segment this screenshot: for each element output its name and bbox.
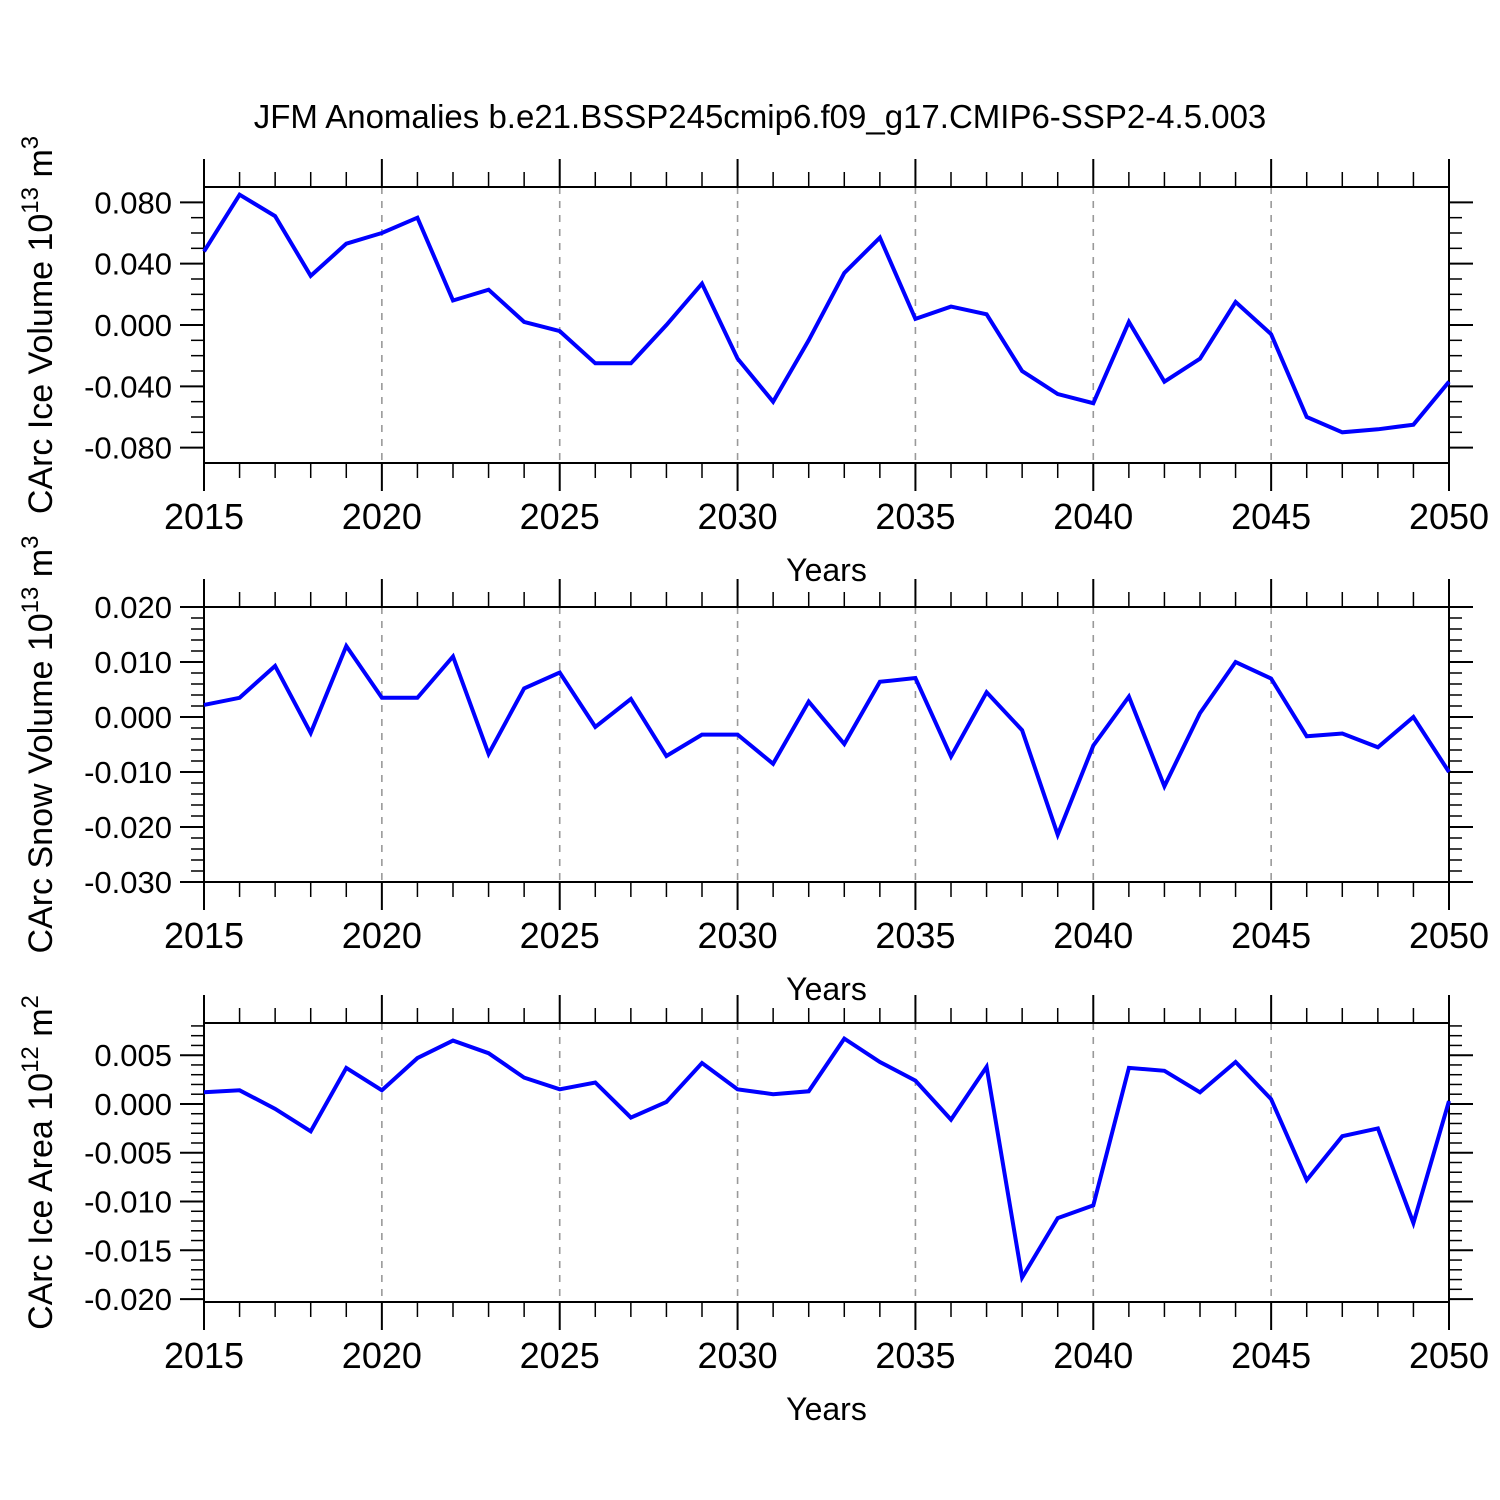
chart-title: JFM Anomalies b.e21.BSSP245cmip6.f09_g17…	[254, 98, 1267, 135]
x-tick-label: 2025	[520, 496, 600, 537]
x-tick-label: 2030	[698, 915, 778, 956]
x-tick-label: 2050	[1409, 915, 1489, 956]
x-tick-label: 2030	[698, 496, 778, 537]
panel-ice-area: 2015 2020 2025 2030 2035 2040 2045 2050 0.005 0.0…	[17, 995, 1489, 1427]
y-tick-label: -0.015	[84, 1233, 172, 1268]
x-axis-label: Years	[786, 1391, 867, 1427]
y-tick-label: 0.020	[94, 590, 172, 625]
x-tick-label: 2040	[1053, 1335, 1133, 1376]
plot-frame	[203, 1022, 1450, 1303]
x-tick-label: 2015	[164, 496, 244, 537]
x-tick-label: 2045	[1231, 496, 1311, 537]
y-tick-label: 0.010	[94, 645, 172, 680]
x-tick-label: 2015	[164, 915, 244, 956]
y-tick-label: -0.080	[84, 431, 172, 466]
x-tick-label: 2020	[342, 496, 422, 537]
y-axis-label: CArc Ice Area 1012 m2	[17, 995, 60, 1330]
panel-snow-volume: 2015 2020 2025 2030 2035 2040 2045 2050 0.020 0.0…	[17, 535, 1489, 1007]
y-tick-label: -0.020	[84, 1282, 172, 1317]
y-tick-label: -0.020	[84, 810, 172, 845]
x-tick-label: 2035	[875, 1335, 955, 1376]
y-tick-label: -0.040	[84, 369, 172, 404]
x-tick-label: 2030	[698, 1335, 778, 1376]
data-line-snow-volume	[203, 641, 1451, 841]
x-tick-label: 2025	[520, 915, 600, 956]
y-tick-label: -0.010	[84, 1185, 172, 1220]
x-tick-label: 2045	[1231, 1335, 1311, 1376]
x-axis-label: Years	[786, 971, 867, 1007]
x-tick-label: 2040	[1053, 915, 1133, 956]
y-axis-label: CArc Ice Volume 1013 m3	[17, 136, 60, 514]
x-tick-label: 2050	[1409, 496, 1489, 537]
x-tick-label: 2045	[1231, 915, 1311, 956]
plot-frame	[203, 606, 1450, 883]
data-line-ice-area	[203, 1035, 1451, 1284]
x-tick-label: 2035	[875, 915, 955, 956]
x-tick-label: 2025	[520, 1335, 600, 1376]
x-tick-label: 2035	[875, 496, 955, 537]
y-tick-label: 0.000	[94, 700, 172, 735]
y-tick-label: 0.040	[94, 247, 172, 282]
data-line-ice-volume	[202, 191, 1451, 435]
y-tick-label: -0.010	[84, 755, 172, 790]
y-tick-label: 0.080	[94, 185, 172, 220]
x-tick-label: 2050	[1409, 1335, 1489, 1376]
plot-frame	[203, 186, 1450, 464]
y-tick-label: 0.005	[94, 1038, 172, 1073]
y-tick-label: -0.005	[84, 1136, 172, 1171]
x-axis-label: Years	[786, 552, 867, 588]
x-tick-label: 2020	[342, 915, 422, 956]
y-tick-label: -0.030	[84, 865, 172, 900]
x-tick-label: 2040	[1053, 496, 1133, 537]
y-tick-label: 0.000	[94, 308, 172, 343]
x-tick-label: 2015	[164, 1335, 244, 1376]
y-axis-label: CArc Snow Volume 1013 m3	[17, 535, 60, 953]
x-tick-label: 2020	[342, 1335, 422, 1376]
y-tick-label: 0.000	[94, 1087, 172, 1122]
panel-ice-volume: 2015 2020 2025 2030 2035 2040 2045 2050 0.080 0.0…	[17, 136, 1489, 588]
